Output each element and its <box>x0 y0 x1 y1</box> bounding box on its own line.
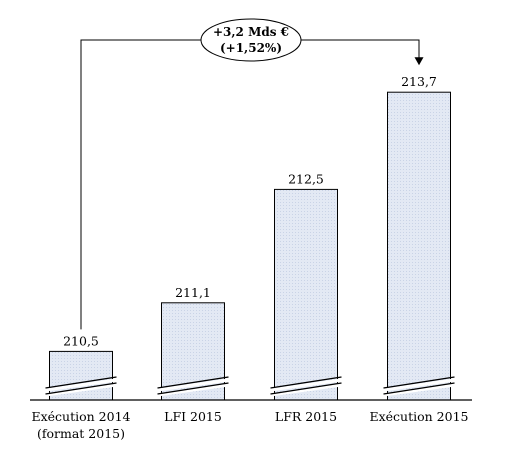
annotation-percent: (+1,52%) <box>220 41 282 55</box>
category-label-2: LFI 2015 <box>164 409 222 424</box>
value-label-3: 212,5 <box>288 171 324 186</box>
axis-break-mark-1 <box>45 376 117 397</box>
labels-layer: 210,5 Exécution 2014 (format 2015) 211,1 LFI… <box>31 74 468 441</box>
value-label-1: 210,5 <box>63 333 99 348</box>
category-label-1: Exécution 2014 (format 2015) <box>31 409 130 441</box>
axis-break-mark-3 <box>270 376 342 397</box>
category-label-4: Exécution 2015 <box>369 409 468 424</box>
axis-break-mark-2 <box>157 376 229 397</box>
annotation-connector <box>80 39 420 330</box>
annotation-amount: +3,2 Mds € <box>213 25 289 39</box>
value-label-4: 213,7 <box>401 74 437 89</box>
value-label-2: 211,1 <box>175 285 211 300</box>
bar-4 <box>387 91 451 401</box>
bars-layer <box>45 91 455 401</box>
annotation-bubble <box>200 18 302 62</box>
bar-3 <box>274 188 338 401</box>
axis-break-mark-4 <box>383 376 455 397</box>
annotation-arrowhead <box>414 57 424 66</box>
category-label-3: LFR 2015 <box>275 409 337 424</box>
change-annotation: +3,2 Mds € (+1,52%) <box>80 18 424 330</box>
